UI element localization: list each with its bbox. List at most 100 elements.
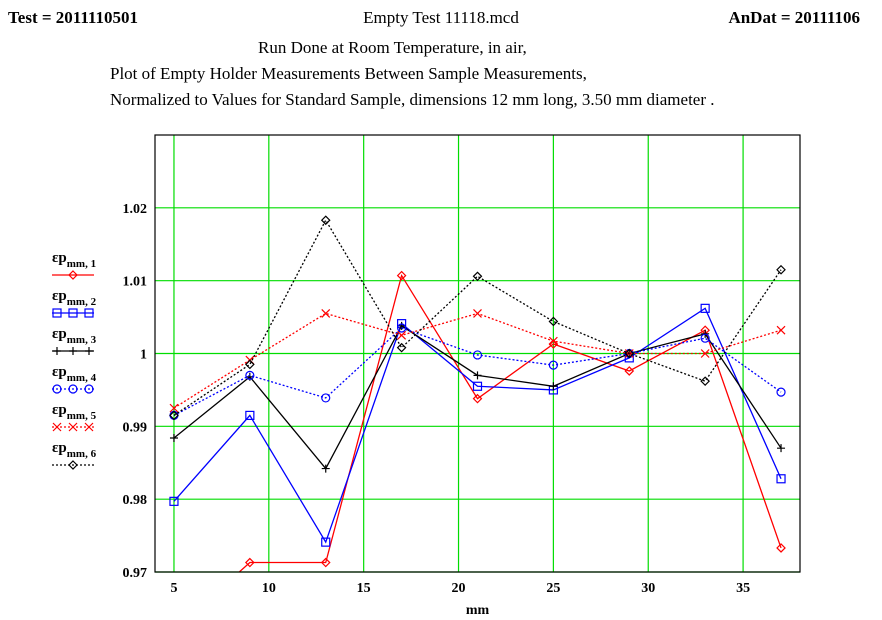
data-point xyxy=(472,381,483,391)
data-point xyxy=(700,376,710,387)
legend-label: εpmm, 1 xyxy=(52,250,96,270)
data-point xyxy=(169,410,179,421)
y-tick-label: 1 xyxy=(140,348,147,363)
data-point xyxy=(321,537,331,547)
series-lines xyxy=(169,215,786,572)
data-point xyxy=(700,303,710,313)
x-tick-label: 35 xyxy=(736,581,750,596)
data-point xyxy=(548,336,558,346)
subtitle-line-2: Plot of Empty Holder Measurements Betwee… xyxy=(110,64,587,83)
data-point xyxy=(52,384,62,394)
data-point xyxy=(397,323,407,333)
y-tick-label: 0.97 xyxy=(123,566,148,581)
legend-label: εpmm, 5 xyxy=(52,402,97,422)
legend: εpmm, 1 εpmm, 2 εpmm, 3 εpmm, 4 εpmm, 5 εpmm,… xyxy=(52,250,97,470)
data-point xyxy=(321,393,331,403)
axis-ticks: 5 10 15 20 25 30 35 0.97 0.98 0.99 1 1.01 1.02 xyxy=(123,202,751,596)
data-point xyxy=(473,371,482,380)
y-tick-label: 0.99 xyxy=(123,420,148,435)
data-point xyxy=(320,215,331,226)
data-point xyxy=(68,270,78,280)
data-point xyxy=(320,557,331,568)
series-line xyxy=(173,327,782,416)
data-point xyxy=(473,309,482,318)
x-axis-label: mm xyxy=(466,603,490,618)
data-point xyxy=(776,543,786,553)
data-point xyxy=(776,387,786,397)
file-name-label: Empty Test 11118.mcd xyxy=(363,8,519,27)
legend-markers xyxy=(52,308,94,318)
data-point xyxy=(700,349,710,358)
data-point xyxy=(700,333,710,343)
data-point xyxy=(548,316,559,327)
legend-label: εpmm, 2 xyxy=(52,288,97,308)
series-line xyxy=(238,273,782,572)
subtitle-line-3: Normalized to Values for Standard Sample… xyxy=(110,90,715,109)
data-point xyxy=(84,308,94,318)
legend-label: εpmm, 3 xyxy=(52,326,97,346)
legend-label: εpmm, 4 xyxy=(52,364,97,384)
series-4 xyxy=(169,323,786,421)
data-point xyxy=(548,339,559,349)
plot-frame xyxy=(154,134,801,573)
data-point xyxy=(52,308,62,318)
data-point xyxy=(777,444,786,453)
data-point xyxy=(624,348,635,359)
y-tick-label: 1.01 xyxy=(123,275,148,290)
y-tick-label: 1.02 xyxy=(123,202,148,217)
data-point xyxy=(776,325,786,335)
data-point xyxy=(68,384,78,394)
data-point xyxy=(245,359,255,370)
data-point xyxy=(68,422,78,432)
series-line xyxy=(173,307,782,544)
series-line xyxy=(173,218,782,416)
data-point xyxy=(68,460,78,470)
legend-markers xyxy=(68,270,78,280)
series-5 xyxy=(169,309,786,413)
x-tick-label: 5 xyxy=(170,581,177,596)
data-point xyxy=(169,433,178,442)
series-1 xyxy=(238,270,786,572)
data-point xyxy=(321,309,331,318)
x-tick-label: 25 xyxy=(546,581,560,596)
data-point xyxy=(52,422,62,432)
legend-markers xyxy=(52,422,94,432)
data-point xyxy=(321,464,330,473)
series-6 xyxy=(169,215,786,421)
x-tick-label: 15 xyxy=(357,581,371,596)
data-point xyxy=(169,403,179,413)
data-point xyxy=(245,370,255,380)
subtitle-line-1: Run Done at Room Temperature, in air, xyxy=(258,38,527,57)
data-point xyxy=(84,384,94,394)
series-2 xyxy=(169,303,786,547)
data-point xyxy=(245,410,255,421)
data-point xyxy=(396,270,407,281)
data-point xyxy=(472,393,483,404)
series-line xyxy=(173,324,782,470)
legend-markers xyxy=(52,384,94,394)
analysis-date-label: AnDat = 20111106 xyxy=(728,8,860,27)
data-point xyxy=(548,360,558,370)
data-point xyxy=(397,330,407,340)
x-tick-label: 20 xyxy=(452,581,466,596)
data-point xyxy=(84,422,94,432)
test-id-label: Test = 2011110501 xyxy=(8,8,138,27)
data-point xyxy=(549,382,558,391)
data-point xyxy=(169,496,179,506)
data-point xyxy=(472,271,483,282)
data-point xyxy=(69,347,77,355)
data-point xyxy=(53,347,61,355)
data-point xyxy=(624,366,635,376)
x-tick-label: 10 xyxy=(262,581,276,596)
data-point xyxy=(776,264,786,275)
legend-markers xyxy=(68,460,78,470)
series-3 xyxy=(169,321,786,473)
data-point xyxy=(396,342,407,353)
data-point xyxy=(68,308,78,318)
data-point xyxy=(85,347,93,355)
legend-label: εpmm, 6 xyxy=(52,440,97,460)
data-point xyxy=(472,350,483,360)
data-point xyxy=(776,474,786,484)
legend-markers xyxy=(53,347,93,355)
